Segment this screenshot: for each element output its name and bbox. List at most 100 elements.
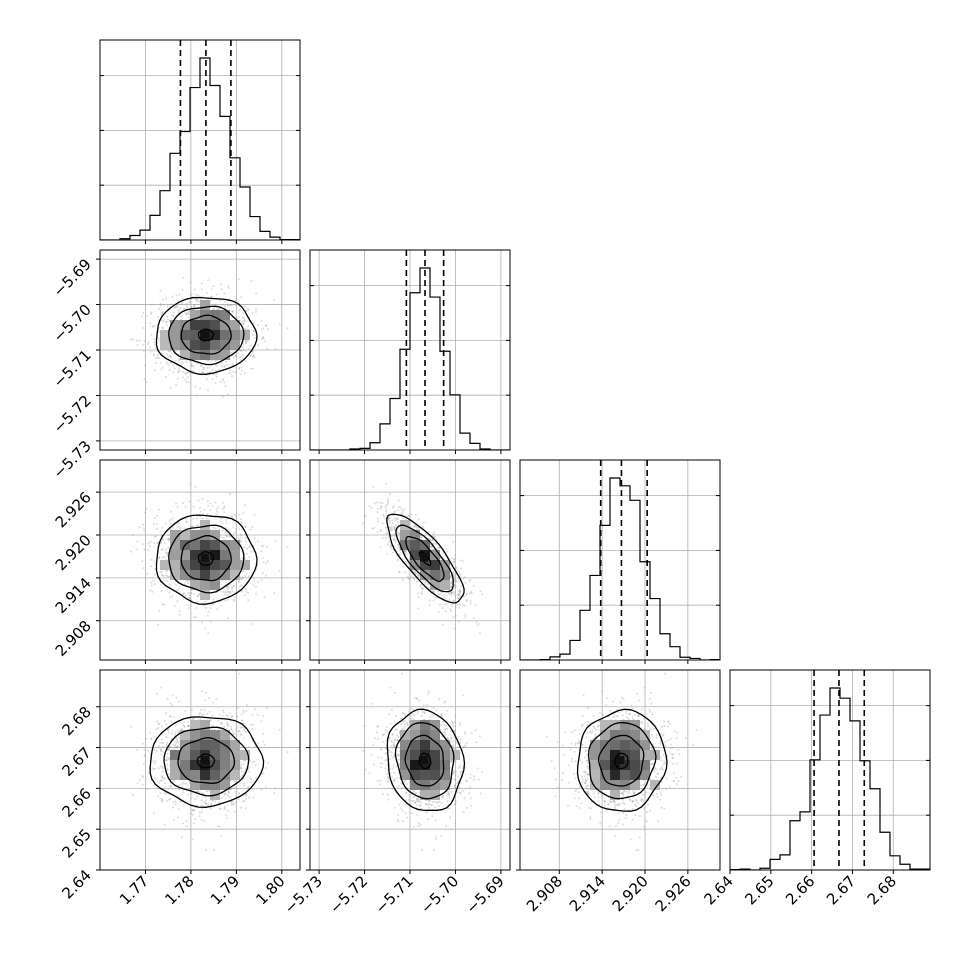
sample-point: [229, 712, 231, 715]
density-cell: [420, 560, 430, 570]
sample-point: [160, 775, 163, 778]
sample-point: [434, 542, 437, 544]
sample-point: [219, 381, 222, 383]
sample-point: [153, 777, 156, 780]
sample-point: [243, 319, 246, 322]
sample-point: [220, 365, 223, 368]
sample-point: [161, 298, 164, 301]
sample-point: [368, 505, 371, 507]
sample-point: [257, 742, 260, 745]
sample-point: [417, 575, 419, 578]
sample-point: [161, 311, 164, 314]
sample-point: [178, 293, 181, 296]
sample-point: [378, 501, 381, 504]
sample-point: [184, 311, 187, 314]
density-cell: [200, 320, 210, 330]
sample-point: [221, 529, 224, 532]
sample-point: [232, 598, 235, 601]
sample-point: [157, 727, 159, 730]
density-cell: [410, 540, 420, 550]
sample-point: [242, 782, 245, 785]
density-cell: [200, 300, 210, 310]
sample-point: [168, 537, 171, 540]
sample-point: [396, 518, 399, 521]
sample-point: [454, 606, 457, 609]
sample-point: [214, 360, 217, 363]
sample-point: [225, 727, 228, 730]
sample-point: [197, 499, 200, 502]
sample-point: [256, 540, 259, 543]
sample-point: [240, 356, 243, 359]
sample-point: [215, 375, 218, 378]
sample-point: [237, 798, 240, 801]
sample-point: [262, 715, 265, 717]
sample-point: [158, 556, 161, 559]
sample-point: [238, 528, 241, 531]
sample-point: [188, 300, 191, 303]
sample-point: [260, 550, 263, 553]
sample-point: [242, 737, 245, 740]
sample-point: [167, 537, 170, 540]
sample-point: [215, 369, 218, 372]
sample-point: [452, 594, 455, 597]
sample-point: [185, 603, 188, 606]
sample-point: [451, 591, 453, 594]
sample-point: [173, 311, 176, 314]
sample-point: [169, 350, 172, 352]
sample-point: [237, 730, 240, 733]
sample-point: [221, 522, 224, 525]
sample-point: [391, 534, 394, 537]
sample-point: [198, 791, 201, 794]
sample-point: [247, 308, 250, 311]
sample-point: [384, 526, 387, 529]
sample-point: [436, 590, 439, 593]
sample-point: [459, 603, 462, 606]
sample-point: [450, 586, 453, 589]
scatter-panel-0-3: 1.77 1.78 1.79 1.802.642.652.662.672.68: [58, 669, 301, 908]
sample-point: [437, 593, 440, 596]
sample-point: [249, 545, 251, 548]
sample-point: [153, 353, 155, 356]
sample-point: [249, 344, 251, 347]
sample-point: [384, 517, 387, 520]
sample-point: [168, 350, 171, 353]
sample-point: [160, 589, 163, 592]
sample-point: [472, 584, 475, 587]
sample-point: [404, 551, 407, 554]
sample-point: [211, 725, 214, 728]
contour-2-0-2: [168, 524, 245, 594]
sample-point: [195, 298, 197, 300]
sample-point: [465, 592, 468, 595]
sample-point: [217, 825, 220, 828]
sample-point: [198, 713, 201, 716]
sample-point: [178, 358, 181, 360]
sample-point: [227, 724, 230, 727]
sample-point: [165, 297, 168, 300]
density-cell: [210, 560, 220, 570]
sample-point: [238, 367, 241, 370]
sample-point: [182, 789, 185, 792]
sample-point: [165, 522, 167, 525]
sample-point: [405, 549, 408, 552]
sample-point: [153, 560, 155, 563]
sample-point: [229, 579, 232, 582]
sample-point: [239, 577, 242, 580]
sample-point: [226, 303, 229, 306]
density-cell: [170, 540, 180, 550]
sample-point: [184, 709, 187, 712]
sample-point: [197, 790, 200, 793]
sample-point: [247, 339, 250, 342]
sample-point: [244, 575, 247, 578]
sample-point: [376, 517, 379, 520]
sample-point: [397, 532, 400, 535]
sample-point: [234, 354, 237, 357]
sample-point: [454, 584, 457, 587]
sample-point: [450, 586, 453, 588]
sample-point: [187, 582, 190, 584]
sample-point: [231, 363, 234, 365]
sample-point: [223, 300, 226, 303]
sample-point: [451, 605, 454, 608]
sample-point: [242, 343, 245, 346]
sample-point: [166, 305, 169, 307]
